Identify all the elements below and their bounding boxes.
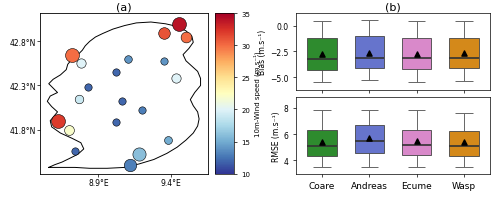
Point [412, 139, 420, 143]
Point [112, 71, 120, 75]
Y-axis label: 10m-Wind speed (m.s⁻¹): 10m-Wind speed (m.s⁻¹) [254, 51, 261, 137]
Point [460, 141, 468, 144]
Point [71, 149, 79, 153]
Point [112, 121, 120, 124]
Bar [354, 125, 384, 153]
Point [412, 54, 420, 57]
Point [84, 86, 92, 89]
Point [160, 60, 168, 63]
Point [126, 163, 134, 167]
Point [182, 36, 190, 39]
Point [76, 98, 84, 101]
Point [136, 153, 143, 156]
Point [54, 120, 62, 123]
Bar [308, 130, 336, 157]
Point [366, 137, 374, 140]
Point [318, 54, 326, 57]
Point [124, 58, 132, 61]
Title: (a): (a) [116, 2, 132, 12]
Y-axis label: RMSE (m.s⁻¹): RMSE (m.s⁻¹) [272, 110, 280, 161]
Point [164, 139, 172, 142]
Y-axis label: Bias (m.s⁻¹): Bias (m.s⁻¹) [258, 30, 267, 75]
Point [172, 77, 179, 81]
Bar [354, 37, 384, 68]
Point [160, 32, 168, 35]
Point [174, 23, 182, 26]
Point [138, 109, 146, 112]
Bar [450, 132, 478, 157]
Bar [402, 130, 432, 155]
Bar [450, 39, 478, 68]
Bar [402, 39, 432, 70]
Point [366, 53, 374, 56]
Point [65, 128, 73, 132]
Point [318, 141, 326, 144]
Point [77, 62, 85, 66]
Point [68, 54, 76, 57]
Title: (b): (b) [385, 2, 401, 12]
Bar [308, 39, 336, 71]
Point [118, 100, 126, 103]
Point [460, 53, 468, 56]
